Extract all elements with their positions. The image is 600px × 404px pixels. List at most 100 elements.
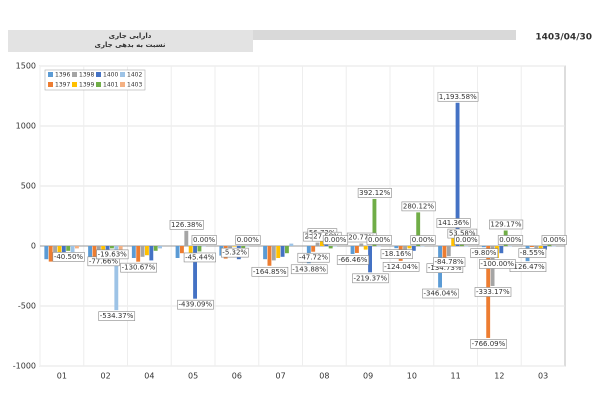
data-label: 392.12% <box>359 189 390 197</box>
bar <box>75 246 79 249</box>
bar <box>551 246 556 247</box>
data-label: -18.16% <box>382 250 412 258</box>
data-label: -124.04% <box>384 263 418 271</box>
bar <box>280 246 285 257</box>
bar <box>271 246 276 261</box>
x-tick-label: 04 <box>144 372 154 381</box>
bar <box>315 242 320 246</box>
data-label: 1,193.58% <box>439 93 477 101</box>
bar <box>263 246 267 260</box>
data-label: 280.12% <box>403 202 434 210</box>
data-label-box <box>382 262 420 272</box>
x-tick-label: 03 <box>538 372 548 381</box>
data-label: -9.80% <box>472 249 497 257</box>
bar <box>403 246 407 250</box>
bar <box>232 246 237 247</box>
data-label: -47.72% <box>299 254 329 262</box>
legend-swatch <box>72 72 77 77</box>
data-label-box <box>352 273 389 284</box>
x-tick-label: 10 <box>407 372 417 381</box>
data-label: 53.58% <box>449 230 476 238</box>
data-label-box <box>518 248 547 258</box>
data-label: -766.09% <box>472 340 506 348</box>
data-label-box <box>120 262 157 273</box>
bar <box>508 246 512 247</box>
data-label-box <box>422 288 459 299</box>
bar <box>481 246 486 248</box>
bar <box>355 246 359 253</box>
bar <box>333 246 337 247</box>
data-label-box <box>454 235 480 245</box>
bar <box>48 246 53 262</box>
bar <box>131 246 136 258</box>
data-label: 0.00% <box>412 236 435 244</box>
data-label: -8.55% <box>520 249 545 257</box>
data-label-box <box>436 218 471 228</box>
bar <box>118 246 123 250</box>
bar <box>180 246 184 254</box>
bar <box>285 246 289 254</box>
bar <box>57 246 62 258</box>
bar <box>530 246 534 248</box>
legend-label: 1399 <box>79 82 94 89</box>
bar <box>153 246 158 251</box>
y-tick-label: -500 <box>18 302 36 311</box>
data-label: 126.38% <box>171 221 202 229</box>
bar <box>368 246 372 273</box>
data-label: -346.04% <box>423 290 457 298</box>
bar <box>136 246 141 262</box>
data-label-box <box>541 235 567 245</box>
legend-swatch <box>120 82 125 87</box>
data-label-box <box>437 91 479 102</box>
bar <box>311 246 316 252</box>
x-tick-label: 07 <box>276 372 286 381</box>
data-label-box <box>251 266 289 277</box>
x-tick-label: 12 <box>494 372 504 381</box>
bar <box>289 243 294 246</box>
bar <box>411 246 416 251</box>
y-tick-label: 500 <box>21 182 36 191</box>
data-label: -439.09% <box>178 301 212 309</box>
data-label-box <box>169 220 204 230</box>
bar <box>499 246 504 254</box>
data-label-box <box>474 287 512 297</box>
bar <box>416 212 421 246</box>
x-tick-label: 09 <box>363 372 373 381</box>
data-label: 0.00% <box>499 236 522 244</box>
bar <box>61 246 66 256</box>
data-label-box <box>470 339 507 349</box>
data-label: 20.77% <box>348 234 375 242</box>
bar <box>407 246 412 249</box>
data-label: 129.17% <box>490 220 521 228</box>
data-label-box <box>336 255 370 265</box>
data-label: -126.47% <box>511 263 545 271</box>
data-label: -77.66% <box>89 257 119 265</box>
bar <box>359 243 364 246</box>
data-label-box <box>297 252 330 263</box>
data-label: 141.36% <box>438 219 469 227</box>
data-label-box <box>235 235 261 245</box>
bar <box>363 246 368 250</box>
bar <box>534 246 539 249</box>
header-bar <box>8 30 516 40</box>
bar <box>464 246 469 247</box>
data-label-box <box>177 299 214 310</box>
data-label: -5.32% <box>222 249 247 257</box>
bar <box>267 246 272 266</box>
data-label: 0.00% <box>193 236 216 244</box>
bar <box>394 246 399 249</box>
data-label-box <box>479 259 516 269</box>
data-label: -100.00% <box>480 260 514 268</box>
bar <box>201 246 206 247</box>
x-tick-label: 05 <box>188 372 198 381</box>
data-label-box <box>96 249 129 260</box>
chart-title: دارایی جاری <box>109 32 152 40</box>
bar <box>446 246 451 257</box>
data-label: -45.44% <box>185 253 215 261</box>
data-label-box <box>410 235 436 245</box>
data-label-box <box>357 188 392 198</box>
data-label-box <box>183 252 216 263</box>
data-label: 0.00% <box>368 236 391 244</box>
